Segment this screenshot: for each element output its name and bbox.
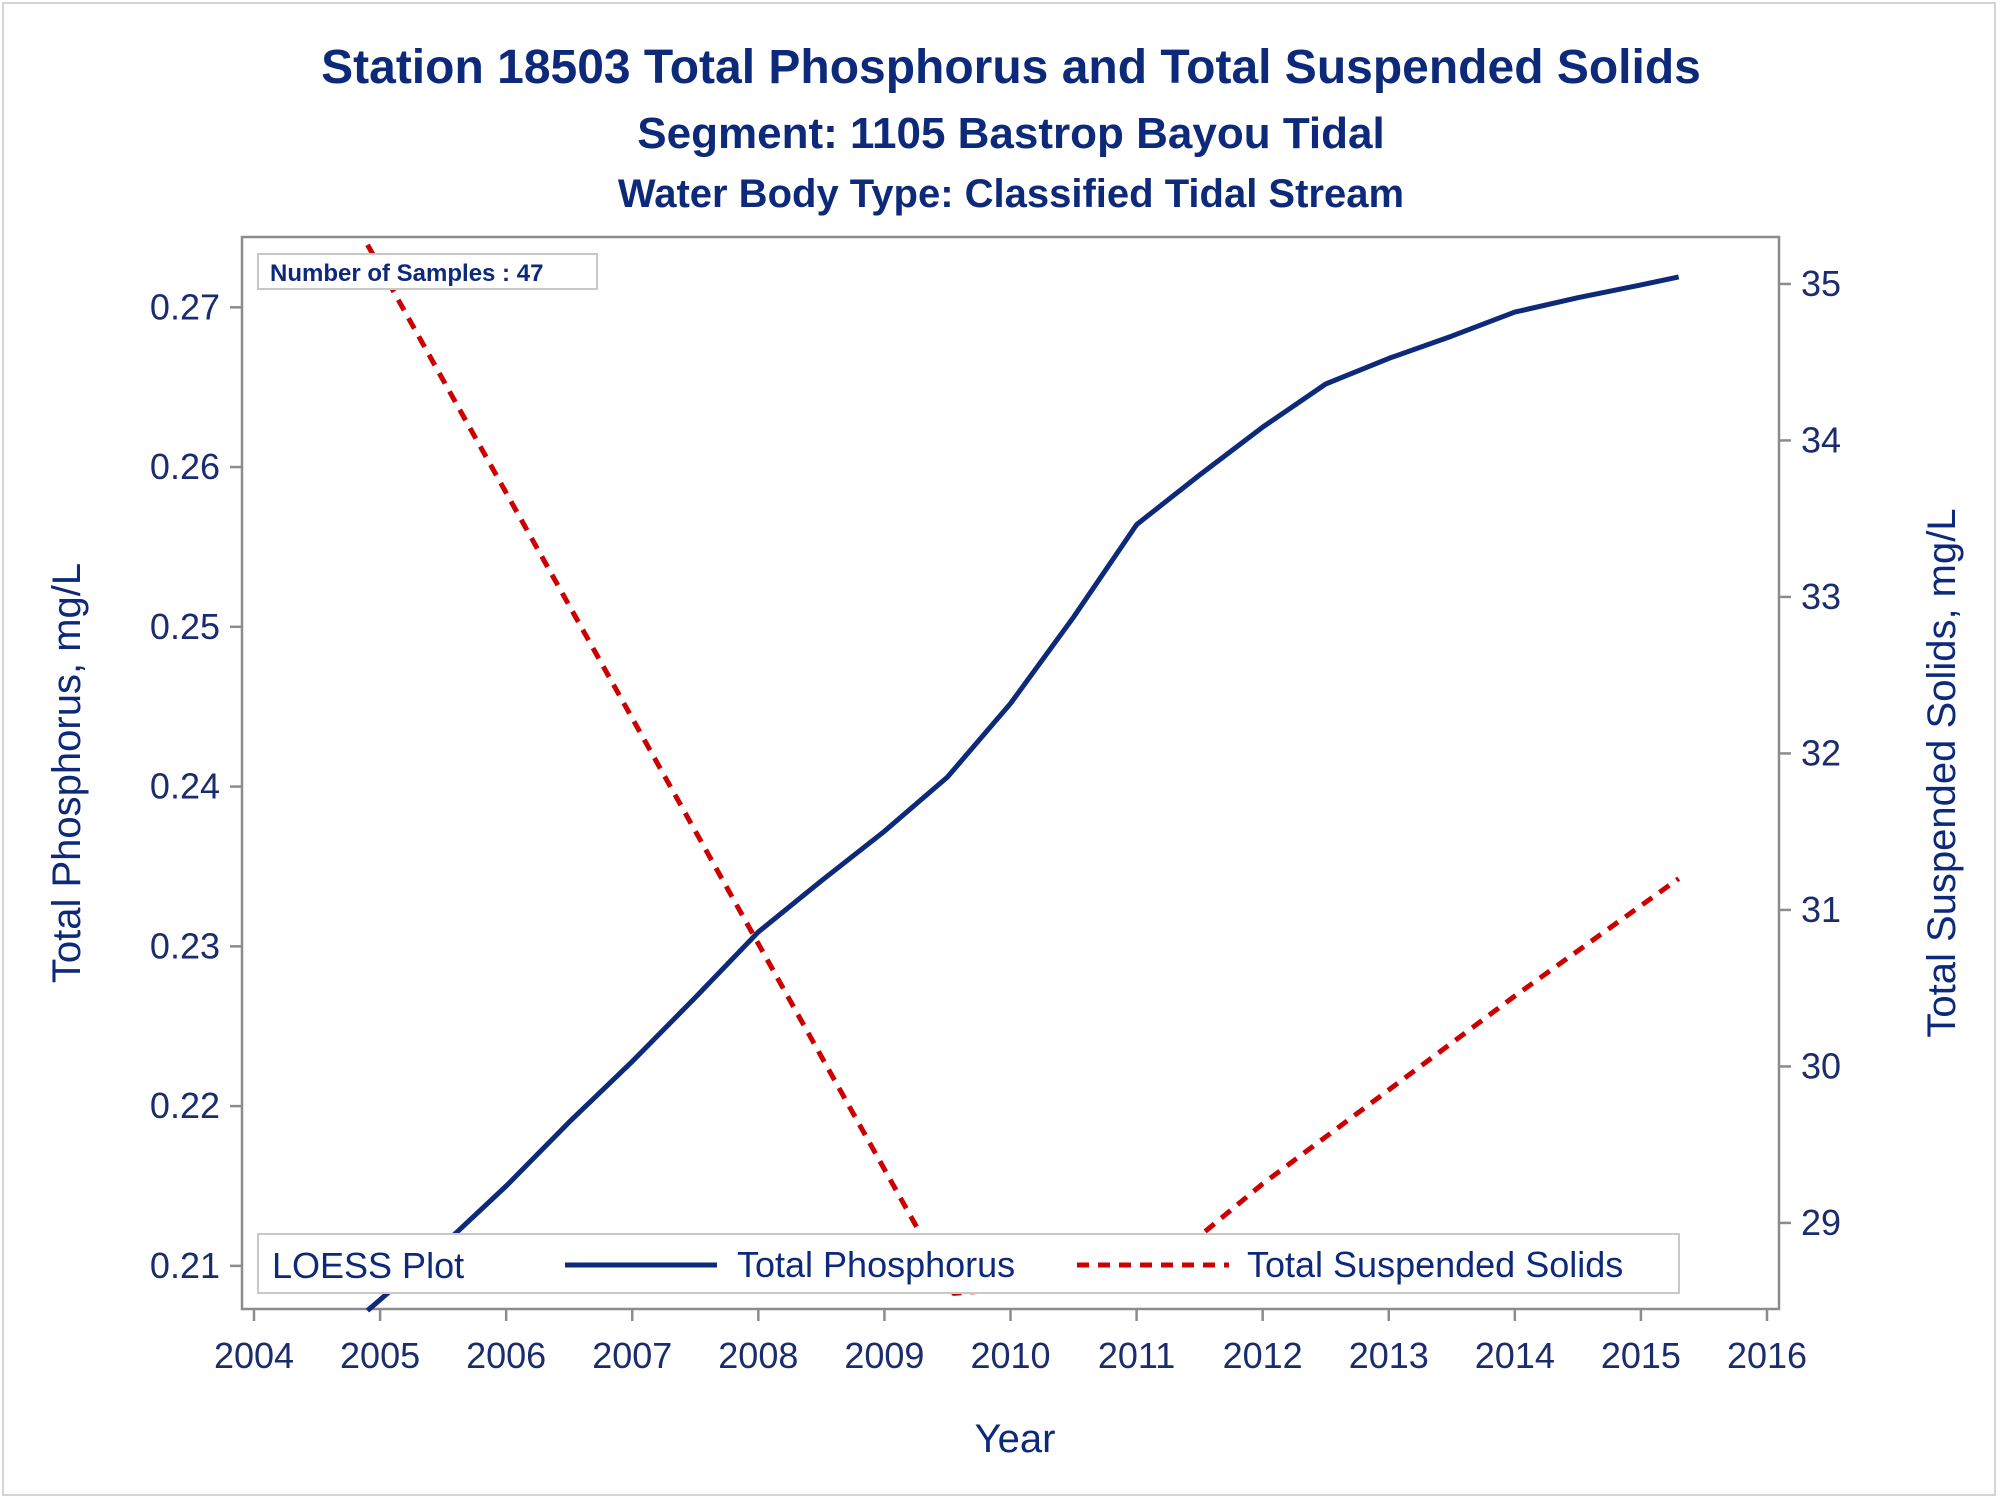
y-left-tick-label: 0.27	[150, 286, 220, 327]
legend-title: LOESS Plot	[272, 1245, 464, 1286]
y-left-tick-label: 0.23	[150, 925, 220, 966]
x-tick-label: 2007	[592, 1335, 672, 1376]
y-right-tick-label: 35	[1801, 263, 1841, 304]
y-right-tick-label: 30	[1801, 1045, 1841, 1086]
y-axis-left-label: Total Phosphorus, mg/L	[45, 563, 89, 983]
y-right-tick-label: 32	[1801, 732, 1841, 773]
legend-label-total-suspended-solids: Total Suspended Solids	[1247, 1244, 1623, 1285]
y-right-tick-label: 31	[1801, 889, 1841, 930]
chart-subtitle-2: Water Body Type: Classified Tidal Stream	[618, 172, 1404, 216]
x-tick-label: 2006	[466, 1335, 546, 1376]
x-tick-label: 2010	[970, 1335, 1050, 1376]
x-tick-label: 2016	[1727, 1335, 1807, 1376]
plot-area	[240, 235, 1781, 1311]
y-right-tick-label: 34	[1801, 419, 1841, 460]
x-tick-label: 2015	[1601, 1335, 1681, 1376]
y-left-tick-label: 0.25	[150, 606, 220, 647]
x-tick-label: 2011	[1098, 1335, 1175, 1376]
x-tick-label: 2009	[844, 1335, 924, 1376]
legend	[257, 1233, 1680, 1294]
x-tick-label: 2012	[1223, 1335, 1303, 1376]
x-tick-label: 2013	[1349, 1335, 1429, 1376]
y-left-tick-label: 0.22	[150, 1085, 220, 1126]
series-line-total-phosphorus	[365, 274, 1680, 1313]
annotation-box	[257, 253, 598, 290]
chart-title: Station 18503 Total Phosphorus and Total…	[321, 41, 1701, 94]
y-left-tick-label: 0.24	[150, 766, 220, 807]
y-axis-right-label: Total Suspended Solids, mg/L	[1920, 508, 1964, 1037]
x-tick-label: 2014	[1475, 1335, 1555, 1376]
y-right-tick-label: 33	[1801, 576, 1841, 617]
chart-subtitle: Segment: 1105 Bastrop Bayou Tidal	[637, 109, 1384, 158]
x-tick-label: 2008	[718, 1335, 798, 1376]
legend-label-total-phosphorus: Total Phosphorus	[737, 1244, 1015, 1285]
y-left-tick-label: 0.21	[150, 1245, 220, 1286]
y-left-tick-label: 0.26	[150, 446, 220, 487]
x-tick-label: 2005	[340, 1335, 420, 1376]
y-right-tick-label: 29	[1801, 1202, 1841, 1243]
x-axis-label: Year	[975, 1417, 1056, 1461]
series-line-total-suspended-solids	[365, 243, 1681, 1296]
x-tick-label: 2004	[214, 1335, 294, 1376]
x-axis: 2004 2005 2006 2007 2008 2009 2010 2011 2012 2013…	[214, 1309, 1807, 1376]
sample-count-annotation: Number of Samples : 47	[270, 260, 543, 287]
right-axis: 29 30 31 32 33 34 35	[1779, 263, 1841, 1243]
left-axis: 0.21 0.22 0.23 0.24 0.25 0.26 0.27	[150, 286, 242, 1286]
series-layer	[365, 243, 1681, 1313]
